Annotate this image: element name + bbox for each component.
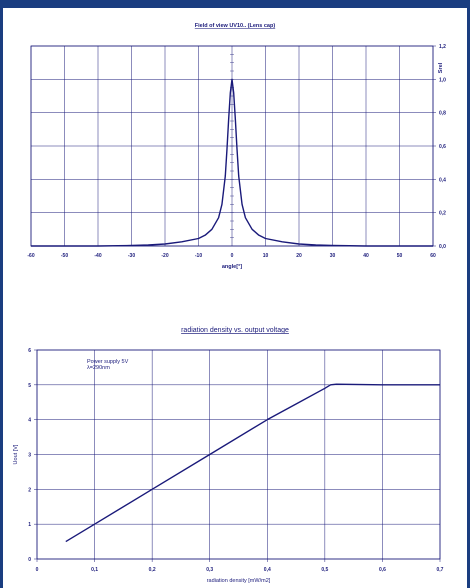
x-tick-label: 40 bbox=[363, 253, 369, 259]
y-tick-label: 0,0 bbox=[439, 244, 446, 250]
x-tick-label: 0,1 bbox=[91, 567, 98, 573]
x-tick-label: 0,2 bbox=[149, 567, 156, 573]
x-tick-label: 0,3 bbox=[206, 567, 213, 573]
x-tick-label: 0,5 bbox=[321, 567, 328, 573]
y-tick-label: 1,2 bbox=[439, 44, 446, 50]
x-tick-label: -50 bbox=[61, 253, 68, 259]
y-tick-label: 6 bbox=[28, 348, 31, 354]
y-axis-label: Uout [V] bbox=[13, 444, 19, 464]
y-axis-label: Srel bbox=[438, 62, 444, 73]
y-tick-label: 0,6 bbox=[439, 144, 446, 150]
series-line-uout bbox=[65, 383, 440, 543]
x-tick-label: 0,7 bbox=[437, 567, 444, 573]
x-tick-label: -20 bbox=[161, 253, 168, 259]
y-tick-label: 2 bbox=[28, 487, 31, 493]
x-tick-label: 0 bbox=[36, 567, 39, 573]
plot-frame bbox=[36, 349, 441, 560]
x-tick-label: 0 bbox=[231, 253, 234, 259]
plot-frame bbox=[30, 45, 434, 247]
x-tick-label: 30 bbox=[330, 253, 336, 259]
x-tick-label: -40 bbox=[94, 253, 101, 259]
y-tick-label: 4 bbox=[28, 418, 31, 424]
annotation-wavelength: λ=290nm bbox=[87, 365, 110, 371]
y-tick-label: 3 bbox=[28, 453, 31, 459]
y-tick-label: 0,8 bbox=[439, 111, 446, 117]
page: Field of view UV10.. (Lens cap) -60 -50 -40… bbox=[3, 8, 467, 588]
x-axis-label: radiation density [mW/m2] bbox=[207, 578, 271, 584]
x-tick-label: 0,6 bbox=[379, 567, 386, 573]
x-tick-label: 50 bbox=[397, 253, 403, 259]
y-tick-label: 0 bbox=[28, 557, 31, 563]
y-tick-label: 0,4 bbox=[439, 177, 446, 183]
x-tick-label: 0,4 bbox=[264, 567, 271, 573]
chart-title: radiation density vs. output voltage bbox=[181, 327, 289, 334]
x-tick-label: 10 bbox=[263, 253, 269, 259]
x-tick-label: -60 bbox=[27, 253, 34, 259]
y-tick-label: 1 bbox=[28, 522, 31, 528]
series-line-srel bbox=[31, 78, 433, 247]
y-tick-label: 0,2 bbox=[439, 211, 446, 217]
annotation-power-supply: Power supply 5V bbox=[87, 359, 129, 365]
y-tick-label: 1,0 bbox=[439, 77, 446, 83]
x-tick-label: 20 bbox=[296, 253, 302, 259]
x-tick-label: -30 bbox=[128, 253, 135, 259]
radiation-chart: radiation density vs. output voltage 0 0,1… bbox=[13, 327, 444, 584]
chart-title: Field of view UV10.. (Lens cap) bbox=[195, 23, 276, 29]
x-tick-label: 60 bbox=[430, 253, 436, 259]
fov-chart: Field of view UV10.. (Lens cap) -60 -50 -40… bbox=[27, 23, 446, 270]
x-axis-label: angle[°] bbox=[222, 264, 242, 270]
y-tick-label: 5 bbox=[28, 383, 31, 389]
x-tick-label: -10 bbox=[195, 253, 202, 259]
